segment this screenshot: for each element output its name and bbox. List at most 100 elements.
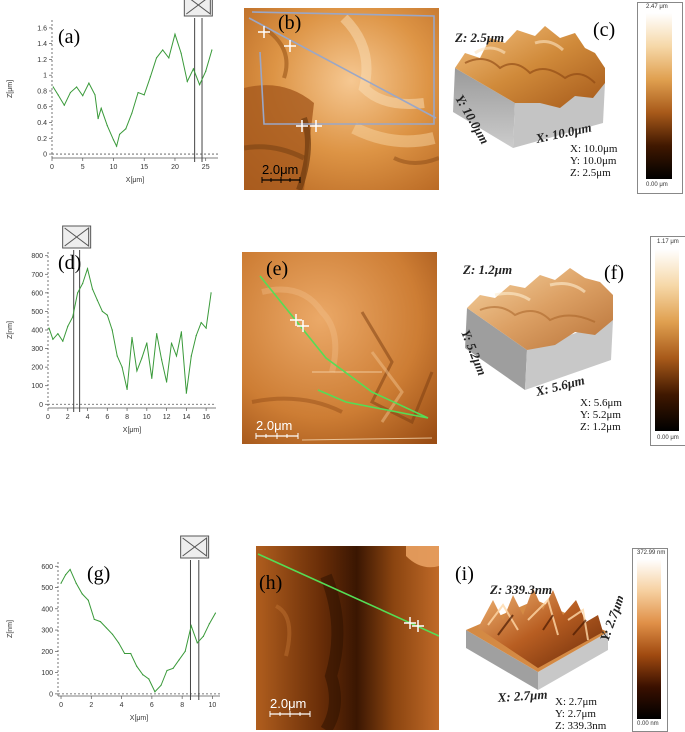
profile-point [62,340,64,342]
profile-point [130,652,132,655]
panel-label-b: (b) [278,12,302,34]
dimensions-f: X: 5.6μm Y: 5.2μm Z: 1.2μm [580,397,622,433]
profile-point [195,334,197,337]
profile-point [184,650,186,652]
profile-point [205,70,207,72]
profile-chart-g: 0 100 200 300 400 500 600 0 2 4 6 8 10 X[μm] Z[nm] [7,535,220,722]
axis-z-label-f: Z: 1.2μm [462,262,512,277]
profile-plot-g: 0 100 200 300 400 500 600 0 2 4 6 8 10 X[μm] Z[nm] [0,532,225,732]
profile-point [75,582,77,584]
profile-point [111,633,114,635]
profile-point [205,327,207,329]
profile-point [86,268,89,270]
cursor-marker-icon[interactable] [62,225,92,249]
profile-point [97,117,99,120]
y-tick-label: 100 [41,670,53,677]
colorbar-i: 372.99 nm 0.00 nm [632,548,668,732]
cursor-marker-icon[interactable] [180,535,210,559]
x-tick-label: 10 [110,164,118,171]
profile-point [75,86,78,88]
x-axis-title: X[μm] [126,177,144,184]
dimension-x-c: X: 10.0μm [570,143,618,155]
x-tick-label: 0 [50,164,54,171]
profile-point [67,325,69,327]
profile-point [57,94,59,96]
x-tick-label: 16 [202,414,210,421]
profile-point [52,86,54,88]
profile-point [180,331,183,333]
dimension-z-i: Z: 339.3nm [555,720,607,732]
profile-point [208,623,211,625]
profile-series-line [48,266,212,394]
colorbar-max-f: 1.17 μm [657,239,679,245]
profile-chart-d: 0 100 200 300 400 500 600 700 800 0 2 4 6 8 10 12 14 16 X[… [7,225,216,434]
y-tick-label: 300 [41,628,53,635]
profile-point [154,691,156,693]
profile-point [72,316,74,318]
x-tick-label: 8 [125,414,129,421]
profile-point [121,366,123,368]
x-tick-label: 2 [66,414,70,421]
colorbar-c: 2.47 μm 0.00 μm [637,2,683,194]
profile-point [69,568,71,571]
profile-point [131,112,133,114]
scale-bar-label-h: 2.0μm [270,696,306,711]
x-tick-label: 0 [46,414,50,421]
profile-point [136,665,138,667]
x-tick-label: 6 [150,702,154,709]
profile-point [175,355,178,357]
dimension-y-c: Y: 10.0μm [570,155,617,167]
profile-point [161,359,163,361]
profile-point [143,94,145,96]
y-tick-label: 0.4 [37,120,47,127]
axis-z-label-c: Z: 2.5μm [454,30,504,45]
y-tick-label: 600 [41,564,53,571]
y-tick-label: 0 [49,691,53,698]
profile-point [93,618,95,621]
scale-bar-label-b: 2.0μm [262,162,298,177]
axis-z-label-i: Z: 339.3nm [489,582,552,597]
profile-point [198,84,201,86]
profile-point [57,333,59,335]
profile-point [200,321,202,324]
x-axis-title: X[μm] [123,427,141,434]
profile-point [141,357,143,359]
panel-label-f: (f) [604,262,624,284]
scale-bar-label-e: 2.0μm [256,418,292,433]
y-tick-label: 500 [41,585,53,592]
profile-point [60,582,62,584]
profile-point [106,314,108,316]
profile-point [185,392,187,394]
y-axis-title: Z[nm] [7,321,14,339]
dimension-y-f: Y: 5.2μm [580,409,621,421]
y-tick-label: 0.6 [37,104,47,111]
afm-image-h: 2.0μm [256,546,439,730]
profile-point [81,593,83,595]
profile-point [100,107,102,109]
y-tick-label: 1.2 [37,57,47,64]
x-tick-label: 5 [81,164,85,171]
colorbar-min-c: 0.00 μm [646,182,668,188]
axis-y-label-i: Y: 2.7μm [597,593,623,643]
panel-label-c: (c) [593,19,616,41]
profile-point [196,642,198,644]
cursor-marker-icon[interactable] [183,0,213,17]
profile-point [210,292,212,294]
profile-point [172,667,174,669]
profile-point [69,91,72,94]
y-tick-label: 0 [43,152,47,159]
x-tick-label: 10 [209,702,217,709]
colorbar-max-c: 2.47 μm [646,4,668,10]
profile-point [168,57,170,59]
colorbar-f: 1.17 μm 0.00 μm [650,236,685,446]
profile-point [202,635,204,638]
profile-point [119,133,121,135]
x-tick-label: 4 [86,414,90,421]
y-tick-label: 0.8 [37,88,47,95]
profile-point [146,342,148,344]
profile-point [106,125,108,127]
profile-point [125,128,127,130]
profile-point [131,336,133,339]
x-tick-label: 4 [120,702,124,709]
y-tick-label: 800 [31,253,43,260]
